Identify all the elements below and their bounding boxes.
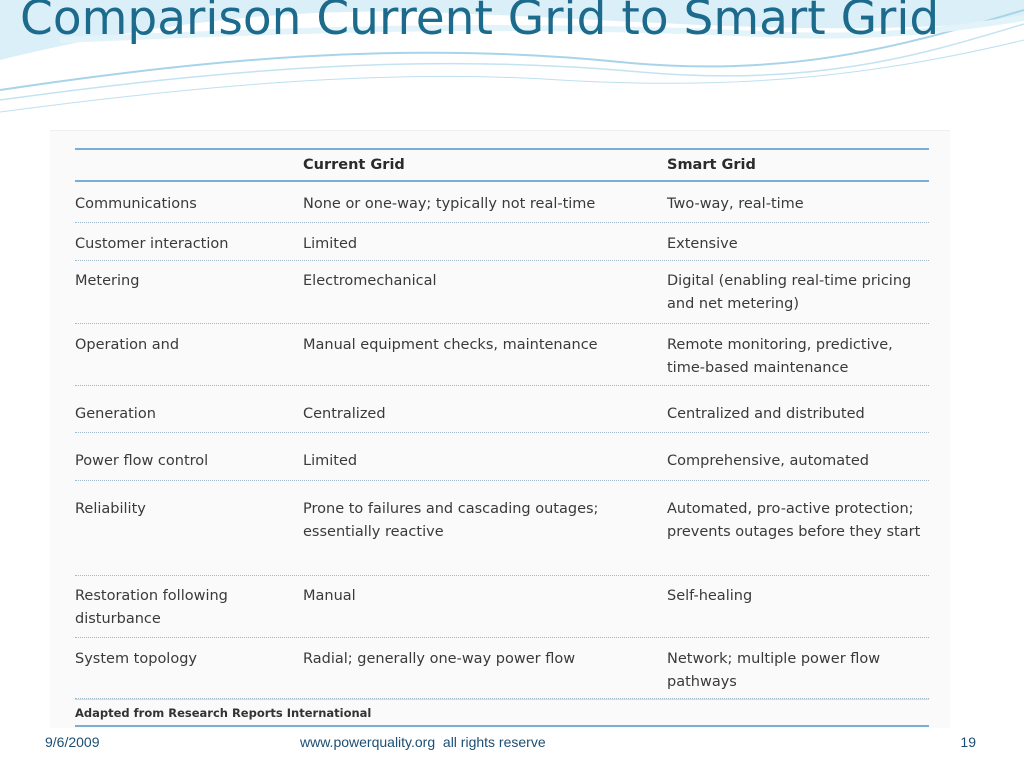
cell-current: Limited bbox=[303, 236, 358, 252]
cell-smart: Comprehensive, automated bbox=[667, 453, 869, 469]
table-panel: Current Grid Smart Grid Communications N… bbox=[50, 130, 950, 728]
footer-page-number: 19 bbox=[960, 734, 976, 750]
cell-feature: Restoration following disturbance bbox=[75, 588, 228, 627]
cell-current: Radial; generally one-way power flow bbox=[303, 651, 576, 667]
cell-smart: Self-healing bbox=[667, 588, 753, 604]
table-row: Communications None or one-way; typicall… bbox=[75, 182, 929, 223]
table-row: Generation Centralized Centralized and d… bbox=[75, 386, 929, 433]
cell-feature: Power flow control bbox=[75, 453, 209, 469]
slide-title: Comparison Current Grid to Smart Grid bbox=[20, 0, 940, 46]
table-row: Customer interaction Limited Extensive bbox=[75, 223, 929, 261]
cell-current: Centralized bbox=[303, 406, 386, 422]
cell-feature: Metering bbox=[75, 273, 140, 289]
cell-smart: Network; multiple power flow pathways bbox=[667, 651, 881, 690]
table-header-row: Current Grid Smart Grid bbox=[75, 148, 929, 182]
cell-feature: Communications bbox=[75, 196, 197, 212]
cell-feature: Operation and bbox=[75, 337, 180, 353]
cell-smart: Automated, pro-active protection; preven… bbox=[667, 501, 921, 540]
table-row: Metering Electromechanical Digital (enab… bbox=[75, 261, 929, 324]
cell-current: None or one-way; typically not real-time bbox=[303, 196, 596, 212]
cell-smart: Extensive bbox=[667, 236, 738, 252]
cell-current: Manual bbox=[303, 588, 356, 604]
table-row: Restoration following disturbance Manual… bbox=[75, 576, 929, 638]
cell-feature: Reliability bbox=[75, 501, 146, 517]
header-current-grid: Current Grid bbox=[303, 157, 405, 173]
cell-feature: System topology bbox=[75, 651, 197, 667]
cell-current: Manual equipment checks, maintenance bbox=[303, 337, 598, 353]
cell-current: Limited bbox=[303, 453, 358, 469]
source-note: Adapted from Research Reports Internatio… bbox=[75, 699, 929, 727]
background-swoosh bbox=[0, 0, 1024, 113]
cell-current: Prone to failures and cascading outages;… bbox=[303, 501, 599, 540]
cell-smart: Digital (enabling real-time pricing and … bbox=[667, 273, 912, 312]
table-row: Reliability Prone to failures and cascad… bbox=[75, 481, 929, 576]
cell-smart: Remote monitoring, predictive, time-base… bbox=[667, 337, 893, 376]
cell-feature: Customer interaction bbox=[75, 236, 229, 252]
footer-copyright: www.powerquality.org all rights reserve bbox=[300, 734, 546, 750]
cell-feature: Generation bbox=[75, 406, 156, 422]
comparison-table: Current Grid Smart Grid Communications N… bbox=[75, 148, 929, 727]
table-row: Power flow control Limited Comprehensive… bbox=[75, 433, 929, 481]
header-smart-grid: Smart Grid bbox=[667, 157, 756, 173]
footer-date: 9/6/2009 bbox=[45, 734, 100, 750]
table-row: Operation and Manual equipment checks, m… bbox=[75, 324, 929, 386]
cell-smart: Centralized and distributed bbox=[667, 406, 865, 422]
cell-smart: Two-way, real-time bbox=[667, 196, 804, 212]
cell-current: Electromechanical bbox=[303, 273, 437, 289]
table-row: System topology Radial; generally one-wa… bbox=[75, 638, 929, 699]
